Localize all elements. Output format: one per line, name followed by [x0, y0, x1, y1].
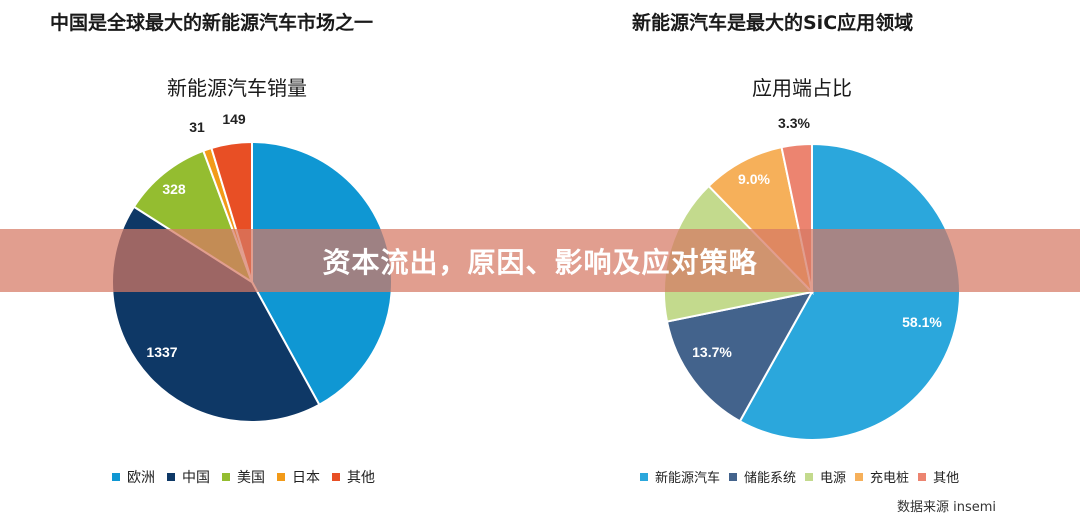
legend1-swatch-0: [112, 473, 120, 481]
legend1-label-1: 中国: [182, 470, 210, 486]
legend2-item-4: 其他: [918, 467, 959, 486]
legend1-item-2: 美国: [222, 467, 265, 487]
left-pie-title: 新能源汽车销量: [167, 76, 307, 100]
legend2-swatch-4: [918, 472, 927, 481]
right-legend: 新能源汽车 储能系统 电源 充电桩 其他: [640, 467, 968, 486]
title-banner: 资本流出，原因、影响及应对策略: [0, 229, 1080, 292]
pie2-data-label-3: 9.0%: [738, 171, 770, 187]
pie2-data-label-4: 3.3%: [778, 115, 810, 131]
legend1-label-2: 美国: [237, 470, 265, 486]
legend1-swatch-4: [332, 473, 340, 481]
legend1-label-4: 其他: [347, 470, 375, 486]
pie1-data-label-3: 31: [189, 119, 205, 135]
legend1-swatch-1: [167, 473, 175, 481]
legend1-label-0: 欧洲: [127, 470, 155, 486]
banner-title: 资本流出，原因、影响及应对策略: [322, 245, 758, 279]
data-source-note: 数据来源 insemi: [897, 500, 997, 515]
legend2-swatch-3: [855, 472, 864, 481]
legend1-label-3: 日本: [292, 470, 320, 486]
legend2-label-3: 充电桩: [870, 471, 910, 486]
legend2-swatch-1: [729, 472, 738, 481]
legend1-item-4: 其他: [332, 467, 375, 487]
legend2-swatch-2: [805, 472, 814, 481]
pie1-data-label-1: 1337: [146, 344, 177, 360]
legend2-swatch-0: [640, 472, 648, 481]
legend2-label-4: 其他: [933, 471, 960, 486]
legend2-item-1: 储能系统: [729, 467, 796, 486]
legend2-item-0: 新能源汽车: [640, 467, 720, 486]
right-pie-title: 应用端占比: [752, 76, 852, 100]
legend1-item-0: 欧洲: [112, 467, 155, 487]
pie2-data-label-1: 13.7%: [692, 344, 732, 360]
pie2-data-label-0: 58.1%: [902, 314, 942, 330]
legend2-label-1: 储能系统: [744, 471, 797, 486]
left-legend: 欧洲 中国 美国 日本 其他: [112, 467, 387, 487]
left-panel-title: 中国是全球最大的新能源汽车市场之一: [50, 12, 374, 34]
legend1-swatch-3: [277, 473, 285, 481]
legend1-item-1: 中国: [167, 467, 210, 487]
legend2-item-2: 电源: [805, 467, 846, 486]
legend2-label-0: 新能源汽车: [655, 471, 721, 486]
pie2-slice-1: [665, 290, 814, 423]
legend2-label-2: 电源: [820, 471, 847, 486]
pie1-data-label-2: 328: [162, 181, 186, 197]
pie1-data-label-4: 149: [222, 111, 246, 127]
legend1-swatch-2: [222, 473, 230, 481]
right-panel-title: 新能源汽车是最大的SiC应用领域: [632, 12, 914, 34]
legend2-item-3: 充电桩: [855, 467, 909, 486]
legend1-item-3: 日本: [277, 467, 320, 487]
